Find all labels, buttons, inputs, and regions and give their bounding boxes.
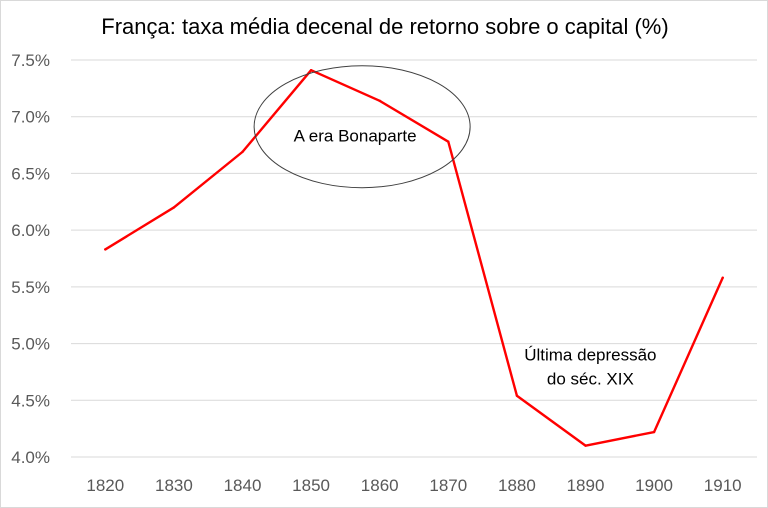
y-tick-label: 7.5%: [11, 51, 50, 70]
data-point: [104, 248, 107, 251]
y-tick-label: 7.0%: [11, 108, 50, 127]
x-tick-label: 1840: [224, 476, 262, 495]
data-point: [515, 394, 519, 397]
annotation-bonaparte: A era Bonaparte: [294, 127, 417, 146]
data-point: [172, 206, 176, 209]
x-tick-label: 1880: [498, 476, 536, 495]
x-tick-label: 1910: [704, 476, 742, 495]
y-tick-label: 4.5%: [11, 391, 50, 410]
data-point: [652, 430, 656, 434]
x-tick-label: 1860: [361, 476, 399, 495]
x-tick-label: 1870: [429, 476, 467, 495]
x-tick-label: 1900: [635, 476, 673, 495]
x-tick-label: 1890: [567, 476, 605, 495]
y-tick-label: 4.0%: [11, 448, 50, 467]
annotation-ellipse: [253, 65, 471, 189]
data-point: [378, 99, 381, 103]
grid-lines: [71, 59, 757, 458]
series-layer: [104, 69, 724, 447]
series-line: [104, 69, 724, 447]
data-point: [584, 444, 587, 447]
x-tick-label: 1830: [155, 476, 193, 495]
chart-title: França: taxa média decenal de retorno so…: [101, 14, 668, 39]
y-axis-ticks: 4.0% 4.5% 5.0% 5.5% 6.0% 6.5% 7.0% 7.5%: [11, 51, 50, 467]
y-tick-label: 5.5%: [11, 278, 50, 297]
data-point: [447, 140, 450, 143]
x-axis-ticks: 1820 1830 1840 1850 1860 1870 1880 1890 1900 1910: [86, 476, 741, 495]
data-point: [241, 150, 244, 154]
annotation-depression-line: do séc. XIX: [547, 370, 634, 389]
y-tick-label: 6.0%: [11, 221, 50, 240]
y-tick-label: 6.5%: [11, 164, 50, 183]
x-tick-label: 1820: [86, 476, 124, 495]
data-point: [721, 276, 724, 279]
annotations: A era Bonaparte Última depressão do séc. X…: [253, 65, 657, 389]
data-point: [309, 69, 313, 72]
x-tick-label: 1850: [292, 476, 330, 495]
annotation-depression-line: Última depressão: [524, 346, 656, 365]
y-tick-label: 5.0%: [11, 335, 50, 354]
